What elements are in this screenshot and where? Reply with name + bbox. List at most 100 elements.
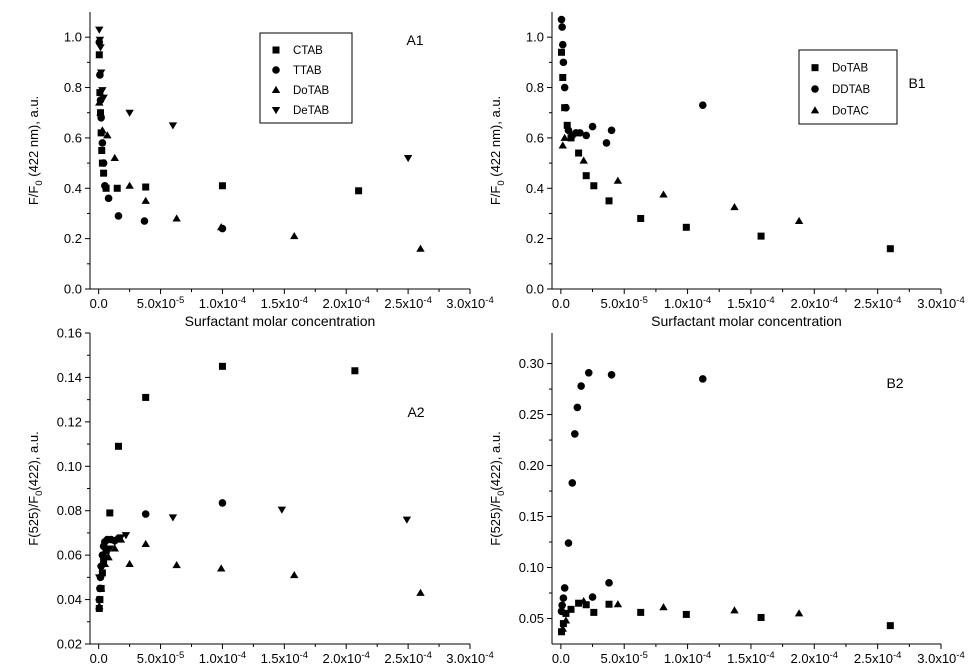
x-tick-label: 3.0x10-4: [446, 650, 494, 666]
data-point: [218, 499, 227, 507]
data-point: [141, 539, 150, 548]
data-point: [588, 122, 597, 131]
data-point: [558, 141, 567, 149]
data-point: [590, 182, 598, 190]
legend-entry: TTAB: [293, 65, 322, 77]
x-tick-label: 5.0x10-5: [600, 650, 648, 666]
data-point: [96, 108, 105, 116]
data-point: [575, 599, 583, 607]
x-tick-exponent: -4: [485, 295, 493, 306]
data-point: [95, 602, 104, 610]
data-point: [168, 514, 178, 522]
x-tick-label: 0.0: [90, 296, 108, 311]
y-axis-label-main: F/F: [26, 186, 41, 206]
x-tick-exponent: -4: [423, 650, 431, 661]
x-tick-mantissa: 1.0x10: [199, 651, 238, 666]
x-axis-label: Surfactant molar concentration: [651, 313, 842, 329]
data-point: [351, 367, 359, 375]
data-point: [567, 605, 575, 613]
x-tick-mantissa: 1.5x10: [261, 296, 300, 311]
data-point: [605, 579, 613, 587]
y-tick-label: 0.08: [57, 503, 82, 518]
data-point: [125, 181, 134, 189]
y-axis-label-tail: (422), a.u.: [488, 431, 503, 490]
data-point: [98, 147, 106, 154]
x-tick-exponent: -5: [640, 295, 648, 306]
data-point: [558, 624, 567, 632]
data-point: [561, 616, 571, 624]
data-point: [659, 603, 668, 611]
data-point: [114, 442, 122, 450]
legend-entry: DoTAB: [293, 85, 330, 97]
data-point: [588, 593, 597, 601]
data-point: [121, 532, 131, 540]
panel-b2: 0.05 0.10 0.15 0.20 0.25 0.30 0.0 5.0x10-5 1.0x1…: [488, 333, 965, 669]
y-axis-label-subscript: 0: [496, 180, 507, 185]
data-point: [571, 430, 579, 438]
data-point: [558, 601, 566, 610]
data-point: [98, 126, 107, 134]
data-point: [125, 559, 134, 568]
data-point: [141, 196, 150, 204]
data-point: [100, 556, 108, 564]
x-tick-mantissa: 3.0x10: [917, 651, 956, 666]
series-ddtab: [557, 368, 707, 616]
data-point: [698, 101, 707, 109]
panel-b1: 0.00.20.40.60.81.00.0 5.0x10-5 1.0x10-4 1.5…: [488, 12, 965, 329]
data-point: [573, 403, 582, 412]
data-point: [558, 23, 566, 31]
x-tick-label: 2.0x10-4: [322, 295, 370, 311]
y-axis-label-subscript: 0: [496, 491, 507, 496]
legend: DoTAB DDTAB DoTAC: [798, 49, 898, 125]
x-tick-exponent: -4: [423, 295, 431, 306]
data-point: [290, 231, 299, 240]
data-point: [96, 69, 106, 77]
x-tick-mantissa: 5.0x10: [600, 651, 639, 666]
data-point: [579, 597, 588, 605]
y-tick-label: 0.6: [526, 130, 544, 145]
x-tick-exponent: -5: [640, 650, 648, 661]
series-ctab: [95, 362, 359, 612]
x-tick-label: 1.5x10-4: [727, 650, 775, 666]
data-point: [886, 245, 894, 253]
y-tick-label: 0.2: [64, 231, 82, 246]
x-tick-exponent: -4: [485, 650, 493, 661]
data-point: [582, 172, 590, 180]
panel-label: A1: [406, 32, 423, 48]
y-tick-label: 0.4: [526, 181, 544, 196]
data-point: [590, 608, 598, 616]
legend-entry: CTAB: [293, 45, 323, 57]
y-axis-label: F/F0 (422 nm), a.u.: [488, 96, 507, 205]
x-tick-exponent: -4: [766, 650, 774, 661]
x-tick-label: 0.0: [552, 651, 570, 666]
x-tick-label: 5.0x10-5: [600, 295, 648, 311]
data-point: [416, 588, 425, 596]
x-tick-mantissa: 5.0x10: [600, 296, 639, 311]
y-axis-label-tail: (422 nm), a.u.: [488, 96, 503, 181]
y-axis-label-subscript: 0: [34, 491, 45, 496]
data-point: [557, 607, 566, 616]
x-tick-exponent: -4: [956, 295, 964, 306]
x-tick-label: 1.0x10-4: [664, 295, 712, 311]
data-point: [582, 131, 591, 140]
x-tick-label: 2.5x10-4: [854, 650, 902, 666]
series-dotab: [95, 535, 425, 610]
legend-entry: DoTAB: [832, 63, 869, 75]
data-point: [416, 244, 425, 252]
y-axis-label: F(525)/F0(422), a.u.: [488, 431, 507, 545]
data-point: [560, 83, 569, 92]
legend-marker: [811, 85, 819, 93]
y-axis-label: F(525)/F0(422), a.u.: [26, 431, 45, 545]
series-detab: [95, 506, 412, 582]
x-tick-exponent: -4: [362, 295, 370, 306]
series-dotab: [95, 98, 425, 252]
data-point: [141, 510, 150, 518]
data-point: [98, 569, 106, 577]
y-axis-label-tail: (422), a.u.: [26, 431, 41, 490]
x-tick-mantissa: 3.0x10: [446, 651, 485, 666]
x-tick-mantissa: 2.5x10: [384, 296, 423, 311]
y-tick-label: 0.14: [57, 370, 82, 385]
data-point: [96, 584, 106, 592]
y-axis-label: F/F0 (422 nm), a.u.: [26, 96, 45, 205]
data-point: [730, 203, 739, 211]
